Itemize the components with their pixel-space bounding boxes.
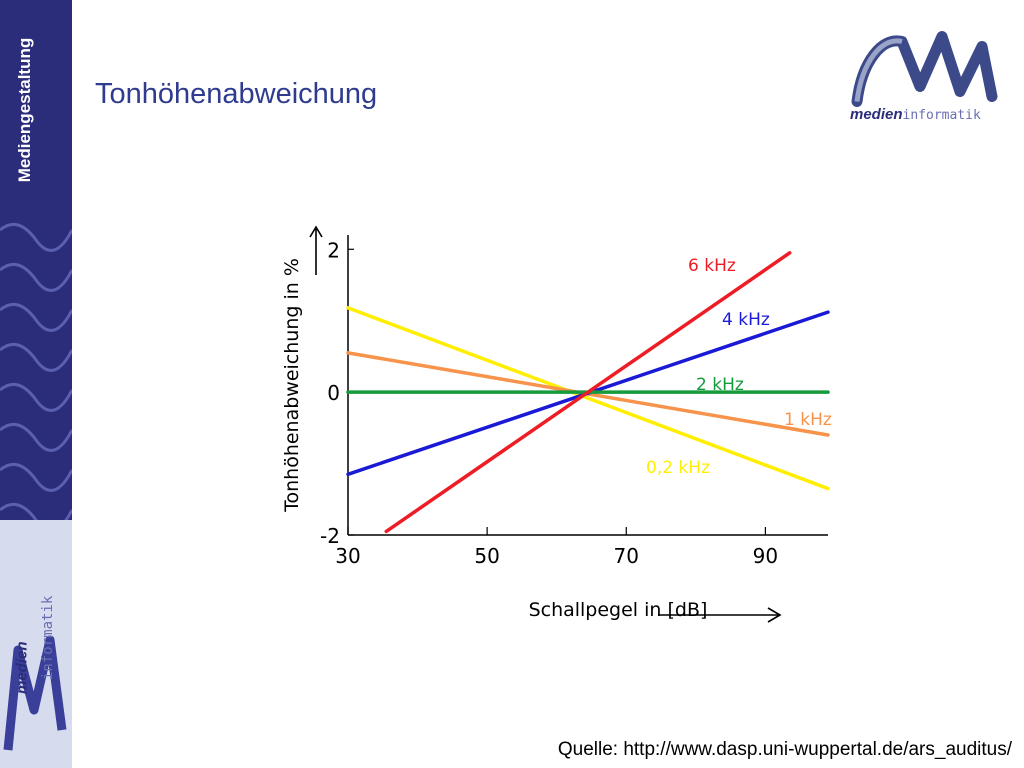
m-logo-icon xyxy=(851,31,998,107)
source-citation: Quelle: http://www.dasp.uni-wuppertal.de… xyxy=(557,739,1012,760)
series-label: 6 kHz xyxy=(688,256,736,276)
pitch-deviation-chart: -2 0 2 30 50 70 90 Tonhöhenabweichung in % Schal… xyxy=(281,225,832,623)
m-logo-icon xyxy=(3,635,67,751)
x-tick-label: 90 xyxy=(753,544,778,568)
y-arrow-icon xyxy=(309,225,323,275)
sidebar-logo-subtext: informatik xyxy=(40,595,56,680)
y-tick-label: 2 xyxy=(327,238,340,262)
y-tick-label: 0 xyxy=(327,381,340,405)
series-label: 1 kHz xyxy=(784,410,832,430)
x-arrow-icon xyxy=(658,607,782,623)
y-tick-label: -2 xyxy=(320,524,340,548)
sidebar-wave-pattern xyxy=(0,222,72,532)
series-line xyxy=(346,306,830,491)
x-tick-label: 50 xyxy=(474,544,499,568)
series-label: 0,2 kHz xyxy=(646,458,710,478)
sidebar-logo-text: medien xyxy=(13,641,31,694)
page-title: Tonhöhenabweichung xyxy=(95,78,378,110)
y-axis-label: Tonhöhenabweichung in % xyxy=(281,258,303,513)
x-axis-label: Schallpegel in [dB] xyxy=(529,599,708,621)
logo-text: medieninformatik xyxy=(850,106,981,123)
x-tick-label: 30 xyxy=(335,544,360,568)
series-label: 4 kHz xyxy=(722,310,770,330)
series-line xyxy=(384,251,792,534)
x-tick-label: 70 xyxy=(614,544,639,568)
series-label: 2 kHz xyxy=(696,375,744,395)
sidebar-logo: medien informatik xyxy=(0,520,72,768)
sidebar: Mediengestaltung medien informatik xyxy=(0,0,72,768)
sidebar-section-label: Mediengestaltung xyxy=(15,37,34,183)
